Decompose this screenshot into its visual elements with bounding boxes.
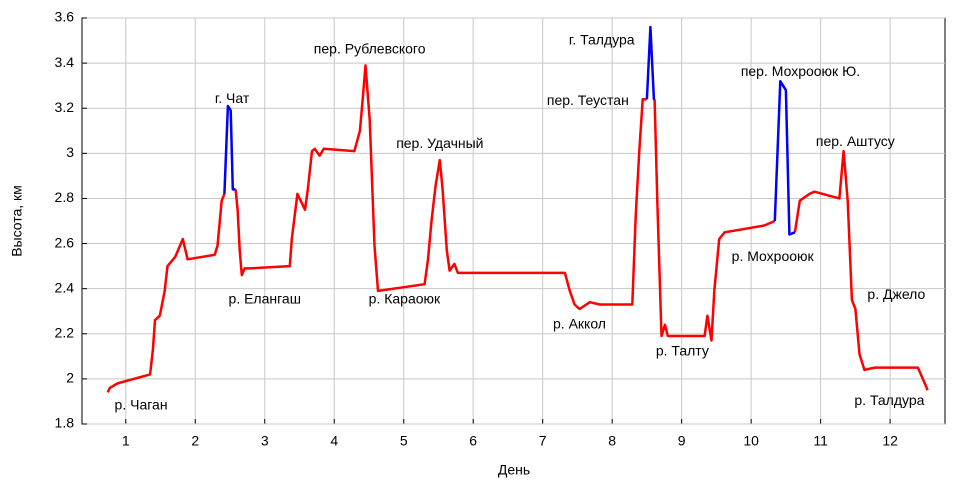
y-tick-label: 2.8 bbox=[55, 189, 75, 205]
annotation: р. Караоюк bbox=[369, 291, 441, 307]
x-tick-label: 12 bbox=[882, 433, 898, 449]
annotation: пер. Рублевского bbox=[314, 40, 426, 56]
annotation: р. Талту bbox=[656, 343, 709, 359]
annotation: г. Талдура bbox=[569, 31, 635, 47]
x-tick-label: 8 bbox=[608, 433, 616, 449]
y-tick-label: 1.8 bbox=[55, 415, 75, 431]
annotation: пер. Удачный bbox=[396, 135, 483, 151]
x-tick-label: 2 bbox=[191, 433, 199, 449]
y-tick-label: 2.6 bbox=[55, 234, 75, 250]
y-axis-label: Высота, км bbox=[9, 185, 25, 257]
x-tick-label: 3 bbox=[261, 433, 269, 449]
x-tick-label: 7 bbox=[539, 433, 547, 449]
y-tick-label: 3 bbox=[66, 144, 74, 160]
annotation: пер. Аштусу bbox=[816, 133, 895, 149]
x-tick-label: 11 bbox=[813, 433, 828, 449]
annotation: р. Джело bbox=[867, 286, 925, 302]
x-tick-label: 6 bbox=[469, 433, 477, 449]
x-tick-label: 4 bbox=[330, 433, 338, 449]
x-tick-label: 9 bbox=[678, 433, 686, 449]
annotation: р. Мохрооюк bbox=[732, 248, 815, 264]
annotation: пер. Мохрооюк Ю. bbox=[741, 63, 860, 79]
line-series bbox=[223, 25, 796, 236]
annotation: г. Чат bbox=[215, 90, 250, 106]
line-series bbox=[106, 64, 929, 393]
y-tick-label: 2 bbox=[66, 370, 74, 386]
annotation: р. Аккол bbox=[553, 315, 606, 331]
x-axis-label: День bbox=[498, 462, 530, 478]
x-tick-label: 10 bbox=[743, 433, 759, 449]
annotation: пер. Теустан bbox=[547, 92, 629, 108]
plot-frame bbox=[81, 17, 946, 425]
x-tick-label: 5 bbox=[400, 433, 408, 449]
y-tick-label: 3.4 bbox=[55, 54, 75, 70]
x-tick-label: 1 bbox=[122, 433, 130, 449]
y-tick-label: 3.6 bbox=[55, 9, 75, 25]
y-tick-label: 2.4 bbox=[55, 279, 75, 295]
annotation: р. Талдура bbox=[854, 392, 924, 408]
annotation: р. Елангаш bbox=[229, 291, 301, 307]
annotation: р. Чаган bbox=[115, 397, 168, 413]
y-tick-label: 2.2 bbox=[55, 324, 75, 340]
y-tick-label: 3.2 bbox=[55, 99, 75, 115]
